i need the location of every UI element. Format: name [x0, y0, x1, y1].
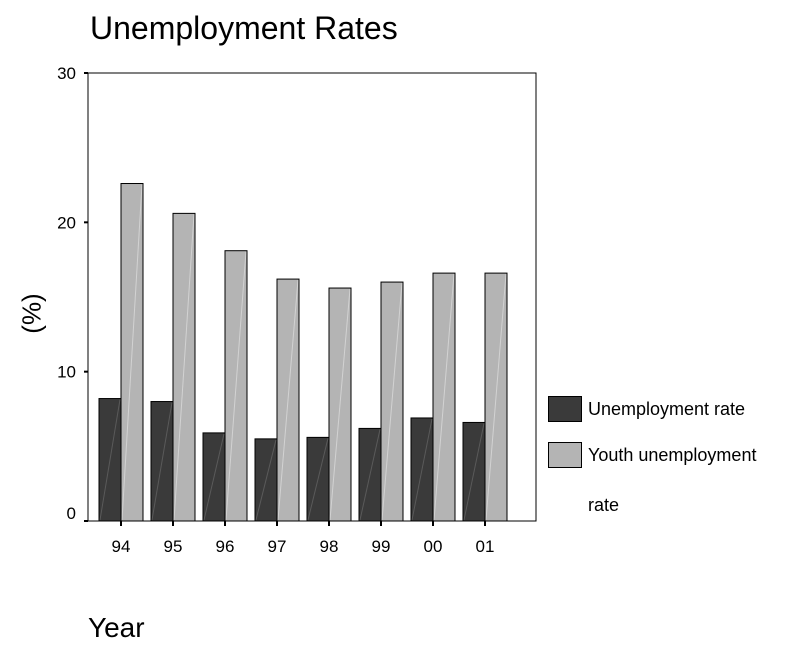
bar-texture-youth-95 — [173, 214, 195, 521]
bar-texture-unemployment-00 — [411, 418, 433, 521]
bar-texture-youth-97 — [277, 280, 299, 521]
bar-texture-youth-94 — [121, 184, 143, 521]
bar-texture-unemployment-97 — [255, 439, 277, 521]
y-tick-label-10: 10 — [57, 363, 76, 382]
x-tick-label-96: 96 — [216, 537, 235, 556]
bar-texture-unemployment-98 — [307, 438, 329, 521]
x-tick-label-01: 01 — [476, 537, 495, 556]
bar-texture-unemployment-94 — [99, 399, 121, 521]
x-axis-label: Year — [88, 612, 145, 643]
legend-swatch-youth — [548, 442, 582, 468]
x-tick-label-97: 97 — [268, 537, 287, 556]
legend-label-unemployment: Unemployment rate — [588, 399, 746, 419]
bar-texture-youth-01 — [485, 274, 507, 521]
bar-texture-youth-96 — [225, 251, 247, 521]
legend: Unemployment rate Youth unemployment rat… — [548, 396, 778, 550]
x-tick-label-00: 00 — [424, 537, 443, 556]
legend-swatch-unemployment — [548, 396, 582, 422]
bar-texture-unemployment-01 — [463, 423, 485, 521]
x-tick-label-95: 95 — [164, 537, 183, 556]
bar-texture-youth-98 — [329, 288, 351, 521]
bar-texture-unemployment-95 — [151, 402, 173, 521]
bar-texture-youth-99 — [381, 283, 403, 521]
bar-texture-unemployment-96 — [203, 433, 225, 521]
x-tick-label-98: 98 — [320, 537, 339, 556]
y-tick-label-30: 30 — [57, 64, 76, 83]
legend-item-youth: Youth unemployment rate — [548, 442, 778, 530]
y-tick-label-0: 0 — [67, 504, 76, 523]
legend-label-youth: Youth unemployment rate — [588, 445, 757, 515]
bar-texture-unemployment-99 — [359, 429, 381, 521]
plot-frame — [87, 72, 537, 522]
legend-item-unemployment: Unemployment rate — [548, 396, 778, 422]
x-tick-label-94: 94 — [112, 537, 131, 556]
chart-title: Unemployment Rates — [90, 10, 398, 46]
y-tick-label-20: 20 — [57, 213, 76, 232]
bar-texture-youth-00 — [433, 274, 455, 521]
x-tick-label-99: 99 — [372, 537, 391, 556]
